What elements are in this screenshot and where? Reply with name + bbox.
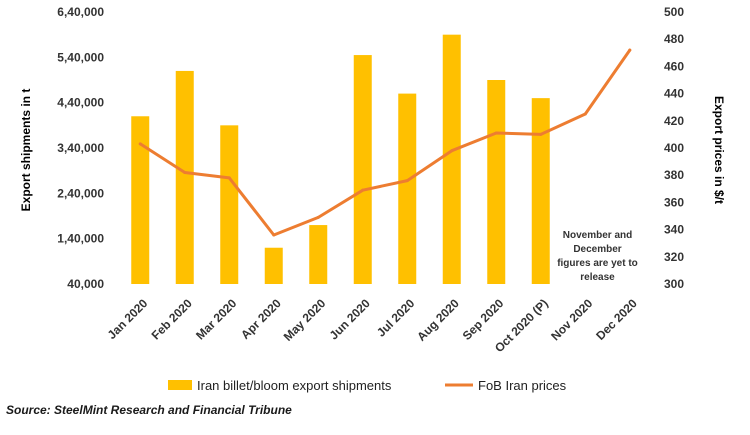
legend: Iran billet/bloom export shipments FoB I… xyxy=(168,378,567,393)
line-point xyxy=(227,176,231,180)
y-left-tick-label: 4,40,000 xyxy=(57,96,104,110)
x-tick-label: Feb 2020 xyxy=(149,296,195,342)
y-right-tick-label: 340 xyxy=(664,223,684,237)
price-line xyxy=(138,48,632,237)
y-right-tick-label: 500 xyxy=(664,5,684,19)
x-tick-label: Jan 2020 xyxy=(105,296,151,342)
bar xyxy=(442,34,461,284)
line-point xyxy=(272,233,276,237)
x-tick-label: Aug 2020 xyxy=(414,296,462,344)
bar xyxy=(398,93,417,284)
line-series xyxy=(138,48,632,237)
y-axis-right-ticks: 300 320 340 360 380 400 420 440 460 480 500 xyxy=(664,5,684,291)
x-tick-label: Apr 2020 xyxy=(238,296,284,342)
line-point xyxy=(183,170,187,174)
x-tick-label: Jul 2020 xyxy=(374,296,418,340)
legend-bar-swatch xyxy=(168,380,192,390)
y-left-tick-label: 1,40,000 xyxy=(57,232,104,246)
bar xyxy=(487,80,506,284)
annotation-line: figures are yet to xyxy=(557,258,638,269)
x-tick-label: Jun 2020 xyxy=(327,296,373,342)
line-point xyxy=(494,131,498,135)
y-right-tick-label: 380 xyxy=(664,168,684,182)
line-point xyxy=(583,112,587,116)
x-tick-label: Dec 2020 xyxy=(593,296,640,343)
line-point xyxy=(450,149,454,153)
x-tick-label: Sep 2020 xyxy=(460,296,507,343)
line-point xyxy=(628,48,632,52)
legend-line-label: FoB Iran prices xyxy=(478,378,567,393)
bar xyxy=(220,125,239,284)
bar xyxy=(353,55,372,284)
line-point xyxy=(539,132,543,136)
bar xyxy=(131,116,150,285)
bar xyxy=(264,247,283,284)
y-left-tick-label: 5,40,000 xyxy=(57,50,104,64)
annotation-line: release xyxy=(580,272,615,283)
y-left-tick-label: 40,000 xyxy=(67,277,104,291)
y-right-tick-label: 300 xyxy=(664,277,684,291)
x-tick-label: Nov 2020 xyxy=(548,296,595,343)
line-point xyxy=(405,179,409,183)
y-right-tick-label: 420 xyxy=(664,114,684,128)
x-tick-label: Mar 2020 xyxy=(193,296,239,342)
line-point xyxy=(138,142,142,146)
y-right-tick-label: 400 xyxy=(664,141,684,155)
bar xyxy=(175,70,194,284)
source-note: Source: SteelMint Research and Financial… xyxy=(6,403,292,417)
y-axis-left-title: Export shipments in t xyxy=(19,89,33,212)
y-left-tick-label: 2,40,000 xyxy=(57,186,104,200)
y-left-tick-label: 6,40,000 xyxy=(57,5,104,19)
x-tick-label: May 2020 xyxy=(281,296,329,344)
line-point xyxy=(361,188,365,192)
y-right-tick-label: 360 xyxy=(664,195,684,209)
y-right-tick-label: 320 xyxy=(664,250,684,264)
annotation-line: November and xyxy=(563,230,632,241)
bar-series xyxy=(131,34,550,285)
annotation-note: November and December figures are yet to re… xyxy=(557,230,638,283)
legend-bar-label: Iran billet/bloom export shipments xyxy=(197,378,392,393)
bar xyxy=(309,225,328,284)
line-point xyxy=(316,215,320,219)
y-axis-left-ticks: 40,000 1,40,000 2,40,000 3,40,000 4,40,000 5,… xyxy=(57,5,104,291)
bar xyxy=(531,98,550,284)
y-right-tick-label: 460 xyxy=(664,59,684,73)
y-axis-right-title: Export prices in $/t xyxy=(712,96,726,204)
y-left-tick-label: 3,40,000 xyxy=(57,141,104,155)
y-right-tick-label: 480 xyxy=(664,32,684,46)
annotation-line: December xyxy=(573,244,621,255)
y-right-tick-label: 440 xyxy=(664,87,684,101)
